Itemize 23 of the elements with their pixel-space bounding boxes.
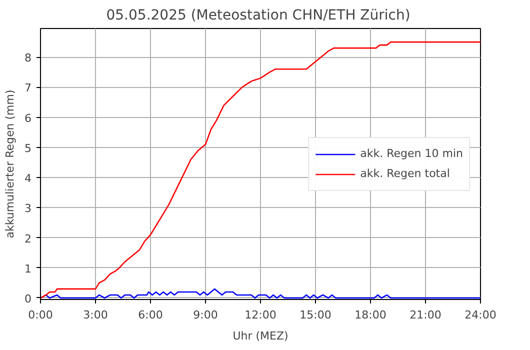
x-tick-label: 3:00	[83, 308, 108, 322]
y-tick-label: 5	[24, 142, 32, 155]
y-tick-label: 2	[24, 232, 32, 246]
y-tick-label: 7	[24, 82, 32, 95]
y-tick-label: 3	[24, 202, 32, 216]
legend-label: akk. Regen 10 min	[360, 147, 463, 160]
y-axis-title: akkumulierter Regen (mm)	[4, 90, 16, 238]
x-axis-title: Uhr (MEZ)	[232, 330, 288, 342]
x-tick-label: 15:00	[300, 308, 332, 322]
legend-label: akk. Regen total	[360, 167, 450, 180]
chart-title: 05.05.2025 (Meteostation CHN/ETH Zürich)	[106, 8, 410, 24]
y-tick-label: 8	[24, 52, 32, 65]
x-tick-label: 9:00	[193, 308, 218, 322]
y-tick-label: 6	[24, 112, 32, 125]
x-tick-label: 18:00	[354, 308, 386, 322]
x-tick-label: 24:00	[464, 308, 496, 322]
x-tick-label: 21:00	[410, 308, 442, 322]
x-tick-label: 0:00	[28, 308, 53, 322]
y-tick-label: 0	[24, 292, 32, 306]
y-tick-label: 1	[24, 262, 32, 276]
x-tick-label: 12:00	[244, 308, 276, 322]
y-tick-label: 4	[24, 172, 32, 186]
x-tick-label: 6:00	[138, 308, 163, 322]
